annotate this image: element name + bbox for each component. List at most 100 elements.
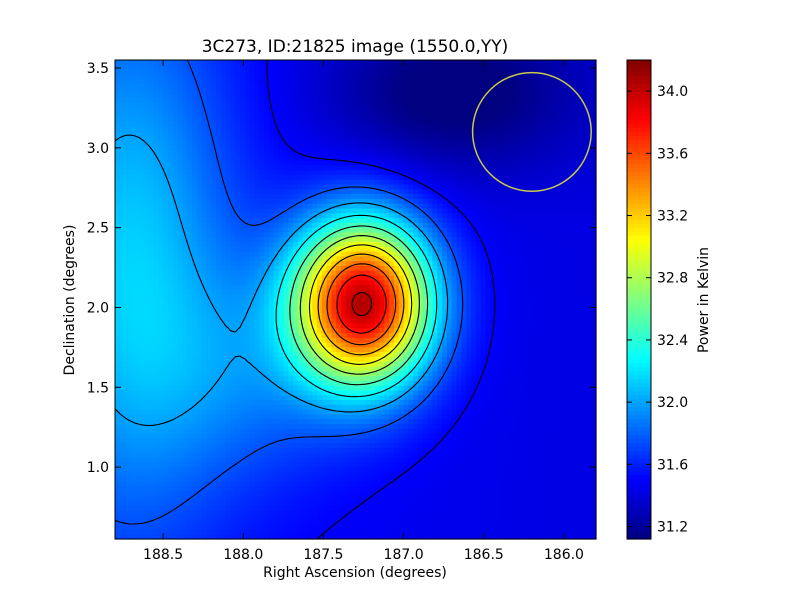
heatmap-cell [528,146,535,152]
heatmap-cell [317,98,323,104]
heatmap-cell [317,198,323,205]
heatmap-cell [254,184,260,190]
heatmap-cell [393,69,400,75]
heatmap-cell [403,112,410,119]
heatmap-cell [437,165,443,171]
heatmap-cell [533,179,539,186]
heatmap-cell [225,60,232,66]
heatmap-cell [490,174,496,181]
heatmap-cell [201,64,207,71]
heatmap-cell [470,208,477,214]
heatmap-cell [470,184,477,190]
heatmap-cell [283,246,289,253]
heatmap-cell [494,151,501,157]
heatmap-cell [509,213,515,219]
heatmap-cell [211,112,217,119]
heatmap-cell [288,122,294,128]
heatmap-cell [393,194,400,200]
heatmap-cell [451,155,458,162]
heatmap-cell [172,174,179,181]
heatmap-cell [225,117,232,123]
heatmap-cell [129,136,135,143]
heatmap-cell [437,198,443,205]
heatmap-cell [129,179,135,186]
heatmap-cell [437,122,443,128]
heatmap-cell [403,270,410,277]
heatmap-cell [331,69,337,75]
heatmap-cell [278,179,284,186]
heatmap-cell [369,232,376,238]
heatmap-cell [432,98,438,104]
heatmap-cell [576,103,583,109]
heatmap-cell [490,261,496,267]
heatmap-cell [432,237,438,243]
heatmap-cell [422,179,429,186]
heatmap-cell [538,256,544,262]
heatmap-cell [360,265,366,272]
heatmap-cell [365,93,371,99]
heatmap-cell [393,227,400,234]
heatmap-cell [384,64,390,71]
heatmap-cells [115,60,597,540]
heatmap-cell [557,179,563,186]
heatmap-cell [509,141,515,147]
heatmap-cell [259,261,265,267]
heatmap-cell [124,127,131,133]
heatmap-cell [235,251,241,257]
heatmap-cell [220,265,227,272]
heatmap-cell [158,184,164,190]
heatmap-cell [148,194,155,200]
heatmap-cell [562,107,568,114]
heatmap-cell [509,237,515,243]
heatmap-cell [557,136,563,143]
heatmap-cell [499,83,506,90]
heatmap-cell [187,165,193,171]
heatmap-cell [403,222,410,229]
heatmap-cell [365,232,371,238]
heatmap-cell [177,146,183,152]
heatmap-cell [413,246,419,253]
heatmap-cell [259,232,265,238]
heatmap-cell [292,189,299,195]
heatmap-cell [538,117,544,123]
heatmap-cell [172,112,179,119]
heatmap-cell [369,251,376,257]
heatmap-cell [571,98,578,104]
heatmap-cell [499,141,506,147]
heatmap-cell [268,237,275,243]
heatmap-cell [432,232,438,238]
heatmap-cell [494,141,501,147]
heatmap-cell [153,83,159,90]
heatmap-cell [538,251,544,257]
heatmap-cell [115,198,121,205]
heatmap-cell [350,280,357,286]
heatmap-cell [547,93,554,99]
heatmap-cell [379,242,385,248]
heatmap-cell [312,98,318,104]
heatmap-cell [292,74,299,80]
heatmap-cell [216,261,222,267]
heatmap-cell [369,270,376,277]
heatmap-cell [211,60,217,66]
heatmap-cell [143,60,150,66]
heatmap-cell [470,179,477,186]
heatmap-cell [201,242,207,248]
heatmap-cell [139,218,145,224]
heatmap-cell [451,60,458,66]
heatmap-cell [379,60,385,66]
heatmap-cell [288,136,294,143]
heatmap-cell [288,251,294,257]
heatmap-cell [230,112,236,119]
heatmap-cell [341,74,347,80]
heatmap-cell [124,251,131,257]
heatmap-cell [268,103,275,109]
heatmap-cell [398,289,405,296]
heatmap-cell [259,208,265,214]
heatmap-cell [446,131,453,138]
heatmap-cell [504,122,511,128]
heatmap-cell [283,122,289,128]
heatmap-cell [509,189,515,195]
heatmap-cell [466,246,472,253]
heatmap-cell [538,189,544,195]
heatmap-cell [244,242,251,248]
